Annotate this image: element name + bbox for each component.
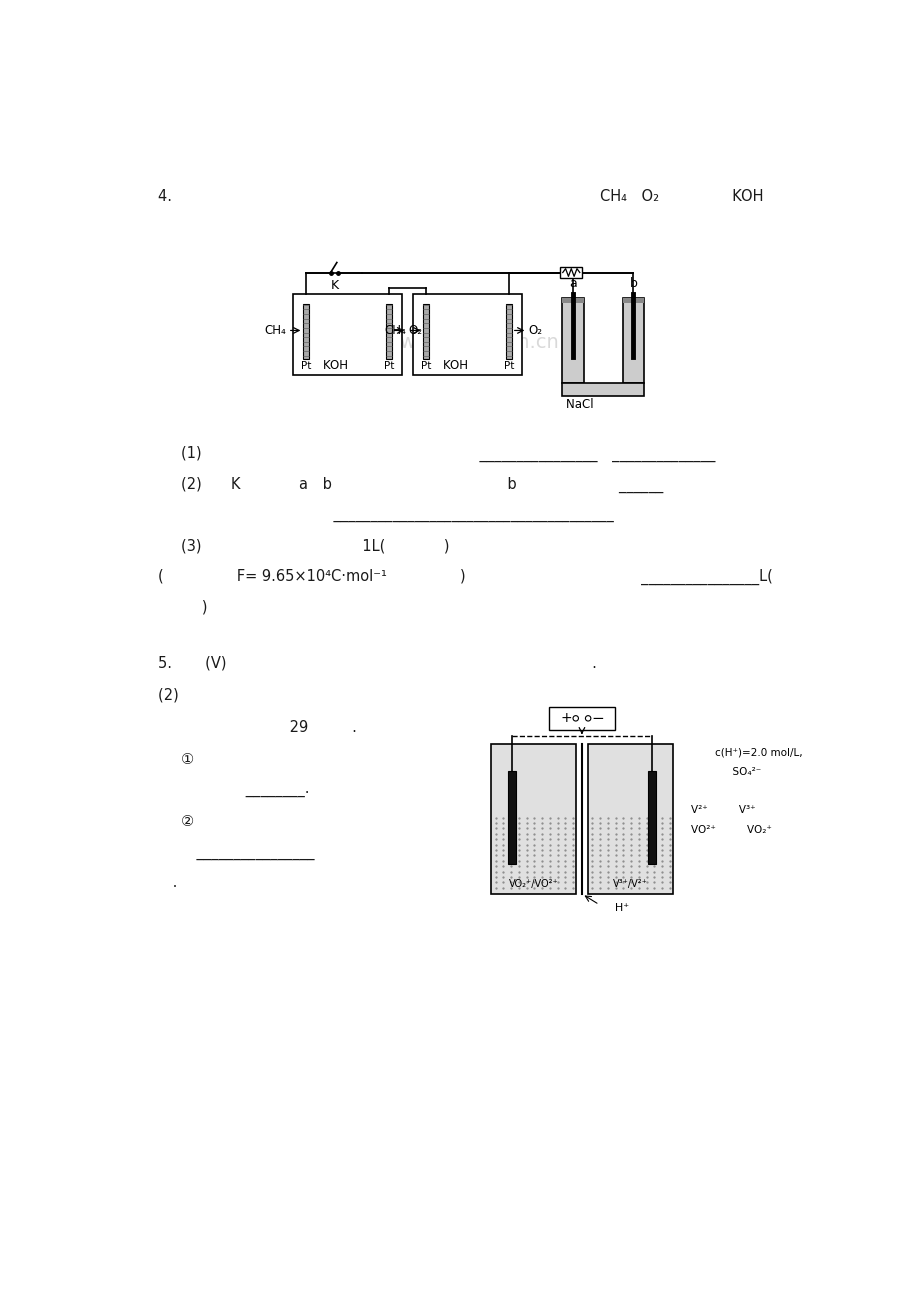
Text: 准状况)。: 准状况)。 (157, 600, 221, 615)
Text: 惰性电极: 惰性电极 (659, 789, 700, 799)
Text: ①当左槽溶液逐渐由黄变蓝，其: ①当左槽溶液逐渐由黄变蓝，其 (181, 753, 384, 767)
Bar (560, 267, 582, 277)
Circle shape (584, 716, 590, 721)
Text: 5.    钒(V)及其化合物广泛应用于工业催化、新材料和新能源等领域.: 5. 钒(V)及其化合物广泛应用于工业催化、新材料和新能源等领域. (157, 655, 596, 671)
Text: O₂: O₂ (528, 324, 542, 337)
Bar (505, 303, 511, 359)
Text: 电极反应式为________.: 电极反应式为________. (157, 783, 309, 798)
Text: 石墨棒: 石墨棒 (648, 326, 683, 339)
Text: 化钠溶液的总反应方程式为______________________________________；: 化钠溶液的总反应方程式为____________________________… (157, 508, 628, 522)
Text: K: K (330, 279, 338, 292)
Text: VO₂⁺/VO²⁺: VO₂⁺/VO²⁺ (508, 879, 558, 889)
Text: V²⁺紫色，V³⁺绿色: V²⁺紫色，V³⁺绿色 (690, 806, 776, 815)
Text: 4.    新型高效的甲烷燃料电池采用铂为电极材料，两电极上分别通入CH₄和O₂，电解质为KOH: 4. 新型高效的甲烷燃料电池采用铂为电极材料，两电极上分别通入CH₄和O₂，电解… (157, 189, 762, 203)
Text: Pt: Pt (383, 361, 393, 371)
Bar (562, 298, 584, 302)
Text: +: + (560, 711, 572, 725)
Bar (386, 303, 391, 359)
Text: 图所示：: 图所示： (157, 254, 216, 268)
Text: (2)全钒液流储能电池是利用不同价态离子对的氧化还原反应来实现化学能和电能相互转化: (2)全钒液流储能电池是利用不同价态离子对的氧化还原反应来实现化学能和电能相互转… (157, 687, 733, 703)
Text: V³⁺/V²⁺: V³⁺/V²⁺ (612, 879, 647, 889)
Bar (587, 743, 673, 894)
Text: KOH溶液: KOH溶液 (443, 359, 492, 372)
Text: 的装置，其原理如题29图所示.: 的装置，其原理如题29图所示. (157, 720, 357, 734)
Text: CH₄: CH₄ (384, 324, 406, 337)
Text: VO²⁺蓝色，VO₂⁺黄色: VO²⁺蓝色，VO₂⁺黄色 (690, 824, 791, 835)
Bar (293, 294, 402, 375)
Text: −: − (590, 711, 603, 725)
Text: 溶液。某研究小组将两个甲烷燃料电池串联后作为电源，进行饱和氯化钠溶液电解实验，如: 溶液。某研究小组将两个甲烷燃料电池串联后作为电源，进行饱和氯化钠溶液电解实验，如 (157, 221, 742, 236)
Bar (303, 303, 309, 359)
Text: O₂: O₂ (408, 324, 422, 337)
Text: (3)若每个电池甲烷通入量为1L(标准状况)，且反应完全，则理论上通过电解池的电最为: (3)若每个电池甲烷通入量为1L(标准状况)，且反应完全，则理论上通过电解池的电… (181, 538, 741, 553)
Bar (622, 298, 643, 383)
Text: 溶液 c(H⁺)=2.0 mol/L,: 溶液 c(H⁺)=2.0 mol/L, (690, 747, 801, 758)
Text: Pt: Pt (421, 361, 431, 371)
Text: 离子的颜色为：: 离子的颜色为： (690, 786, 763, 796)
Text: a: a (569, 277, 576, 290)
Bar (562, 383, 643, 397)
Text: 交换膜（只允许H⁺通过）: 交换膜（只允许H⁺通过） (536, 904, 662, 913)
Text: KOH溶液: KOH溶液 (323, 359, 371, 372)
Text: ②充电过程中，右槽溶液颜色逐: ②充电过程中，右槽溶液颜色逐 (181, 814, 384, 829)
Bar (508, 771, 516, 863)
Text: www.zixin.com.cn: www.zixin.com.cn (384, 333, 558, 352)
Text: (1)甲烷燃料电池正极、负极的电极反应分别为________________、______________；: (1)甲烷燃料电池正极、负极的电极反应分别为________________、_… (181, 445, 729, 462)
Text: 色.: 色. (157, 875, 176, 891)
Text: (法拉第常数F= 9.65×10⁴C·mol⁻¹，列式计算)，最多能产生的氯气体积为________________L(标: (法拉第常数F= 9.65×10⁴C·mol⁻¹，列式计算)，最多能产生的氯气体… (157, 569, 787, 585)
Bar (491, 743, 575, 894)
Text: 外接电源或负载: 外接电源或负载 (540, 694, 622, 707)
FancyBboxPatch shape (548, 707, 615, 730)
Bar (423, 303, 428, 359)
Text: 渐 由 ________________色 变 为: 渐 由 ________________色 变 为 (157, 845, 367, 859)
Bar (413, 294, 521, 375)
Text: b: b (629, 277, 637, 290)
Text: Pt: Pt (504, 361, 514, 371)
Bar (622, 298, 643, 302)
Text: (2)闭合K开关后，a、b电极上均有气体产生，其中b电极上得到的是______，电解氯: (2)闭合K开关后，a、b电极上均有气体产生，其中b电极上得到的是______，… (181, 477, 720, 492)
Bar (647, 771, 655, 863)
Text: CH₄: CH₄ (265, 324, 286, 337)
Text: Pt: Pt (301, 361, 311, 371)
Text: 惰性电极: 惰性电极 (462, 789, 504, 799)
Text: 阴离子为SO₄²⁻: 阴离子为SO₄²⁻ (690, 767, 760, 777)
Text: 回答下列问题：: 回答下列问题： (157, 415, 260, 430)
Bar (562, 298, 584, 383)
Text: NaCl饱和溶液: NaCl饱和溶液 (565, 398, 640, 411)
Circle shape (573, 716, 578, 721)
